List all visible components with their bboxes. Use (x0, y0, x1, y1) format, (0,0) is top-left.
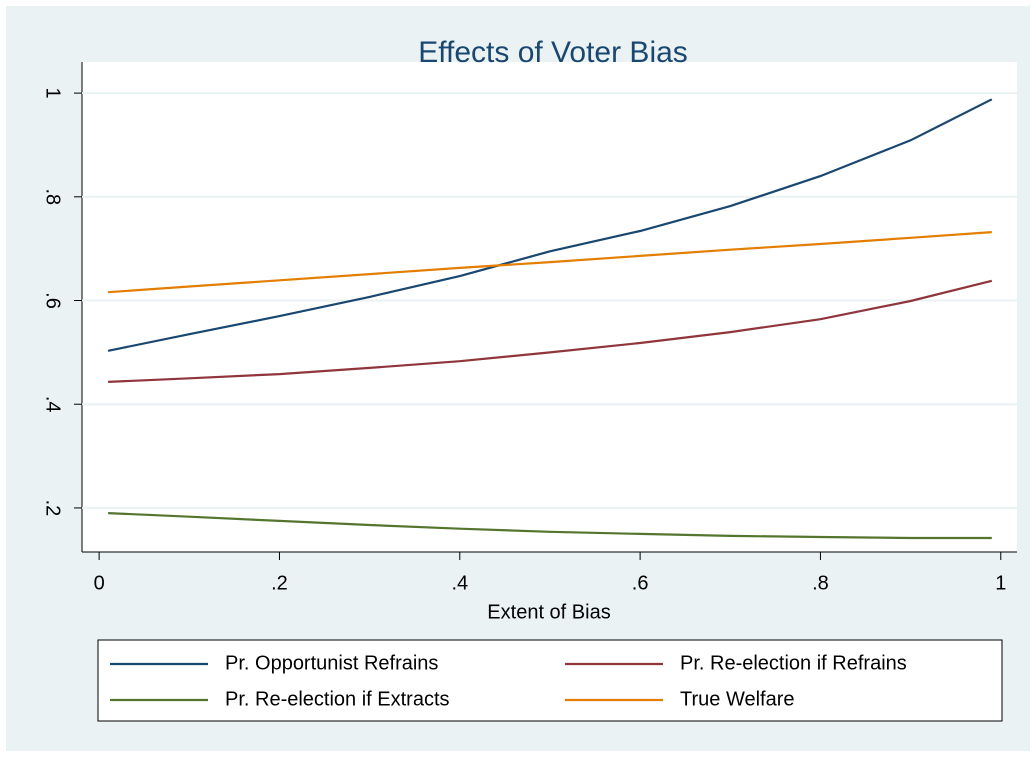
legend-label: Pr. Re-election if Refrains (680, 652, 907, 674)
x-tick-label: .4 (451, 572, 468, 594)
series-line (107, 98, 993, 352)
x-tick-label: 1 (995, 572, 1006, 594)
series-line (108, 279, 993, 383)
x-axis-label: Extent of Bias (487, 601, 610, 623)
x-tick-label: .8 (812, 572, 829, 594)
legend-label: Pr. Opportunist Refrains (225, 652, 438, 674)
x-tick-label: 0 (94, 572, 105, 594)
legend-label: Pr. Re-election if Extracts (225, 688, 450, 710)
x-tick-label: .6 (632, 572, 649, 594)
y-tick-label: .6 (42, 292, 64, 309)
plot-region (82, 62, 1017, 552)
chart-title: Effects of Voter Bias (418, 36, 688, 69)
x-tick-label: .2 (271, 572, 288, 594)
y-tick-label: .2 (42, 500, 64, 517)
series-line (108, 512, 992, 540)
legend (97, 639, 1003, 722)
y-tick-label: 1 (42, 88, 64, 99)
legend-label: True Welfare (680, 688, 794, 710)
y-tick-label: .8 (42, 188, 64, 205)
series-line (108, 231, 992, 294)
y-tick-label: .4 (42, 396, 64, 413)
